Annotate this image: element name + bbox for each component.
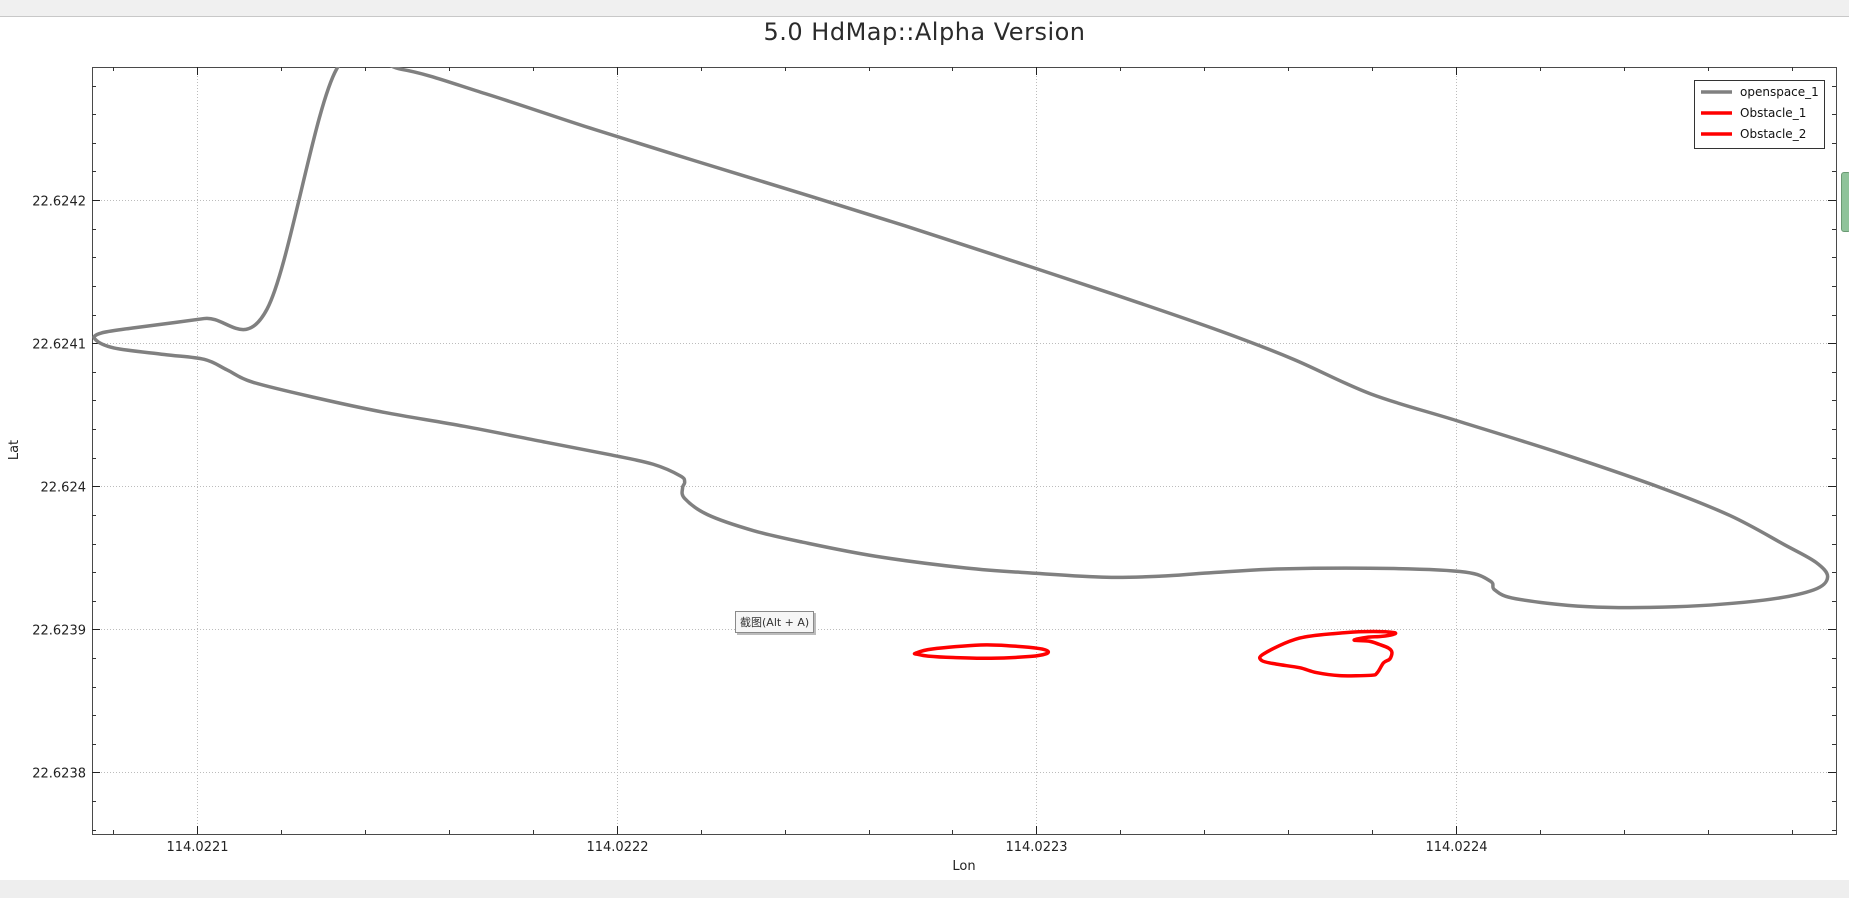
legend-label: Obstacle_1 [1740,106,1806,120]
series-obstacle_2-line [1258,629,1398,678]
legend-label: Obstacle_2 [1740,127,1806,141]
y-tick-label: 22.6239 [32,624,86,639]
y-tick-label: 22.624 [41,481,87,496]
x-tick-label: 114.0221 [166,840,228,855]
grid-layer [92,67,1836,834]
series-layer [92,67,1830,678]
legend-label: openspace_1 [1740,85,1819,99]
x-axis-label: Lon [952,859,975,874]
y-tick-label: 22.6241 [32,338,86,353]
legend[interactable]: openspace_1 Obstacle_1 Obstacle_2 [1694,80,1825,149]
legend-item-obstacle_1[interactable]: Obstacle_1 [1701,106,1806,120]
x-tick-label: 114.0222 [586,840,648,855]
window-bottom-bar [0,880,1849,898]
right-scroll-handle[interactable] [1841,172,1849,232]
y-tick-label: 22.6242 [32,195,86,210]
series-openspace_1-line [92,67,1830,610]
y-axis-label: Lat [7,440,22,460]
x-tick-label: 114.0224 [1425,840,1487,855]
legend-item-openspace_1[interactable]: openspace_1 [1701,85,1819,99]
legend-item-obstacle_2[interactable]: Obstacle_2 [1701,127,1806,141]
screenshot-tooltip: 截图(Alt + A) [735,611,815,633]
window-top-bar [0,0,1849,17]
y-tick-label: 22.6238 [32,767,86,782]
series-obstacle_1-line [912,643,1051,661]
chart-title: 5.0 HdMap::Alpha Version [763,18,1086,46]
plot-frame [92,67,1837,835]
x-tick-label: 114.0223 [1005,840,1067,855]
label-layer: 114.0221 114.0222 114.0223 114.0224 22.6238 2… [32,195,1487,856]
tick-layer [92,67,1836,834]
